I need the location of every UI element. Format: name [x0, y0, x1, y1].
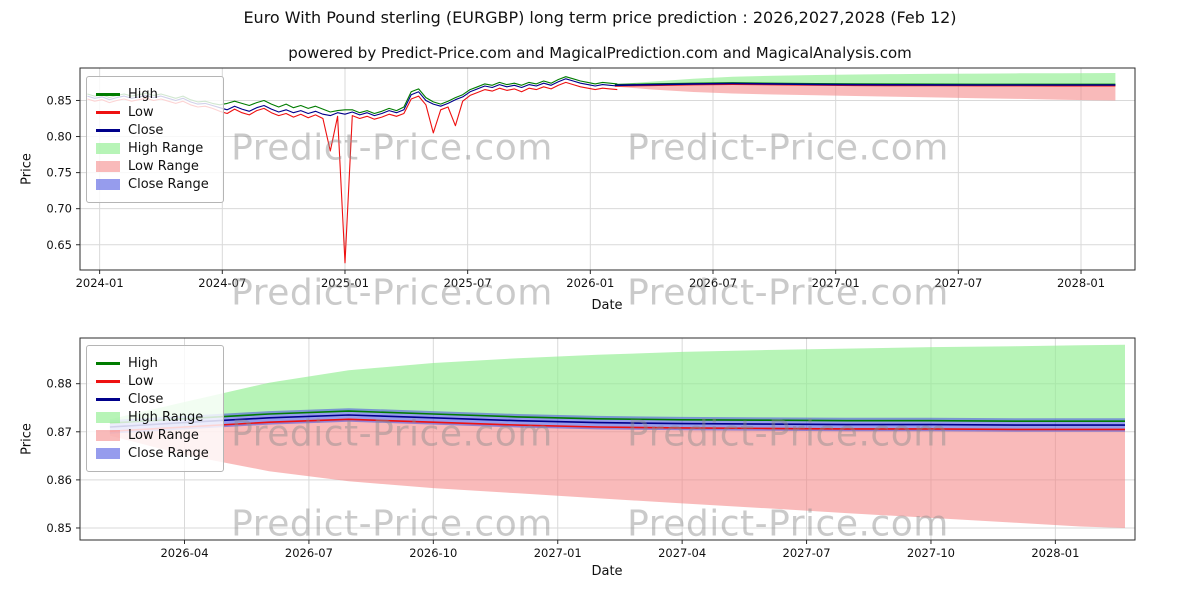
x-tick-label: 2025-07	[444, 276, 492, 290]
y-tick-label: 0.80	[46, 130, 72, 144]
legend-swatch-low	[96, 111, 120, 114]
prediction-high-line	[109, 410, 1125, 424]
legend-label-high: High	[128, 87, 158, 102]
y-tick-label: 0.85	[46, 521, 72, 535]
legend-item-close-range: Close Range	[96, 177, 209, 192]
x-tick-label: 2026-01	[566, 276, 614, 290]
legend-swatch-low-range	[96, 161, 120, 172]
x-tick-label: 2025-01	[321, 276, 369, 290]
legend-label-close-range: Close Range	[128, 446, 209, 461]
legend-item-low-range: Low Range	[96, 159, 209, 174]
legend-label-high-range: High Range	[128, 141, 204, 156]
watermark: Predict-Price.com	[627, 503, 949, 545]
watermark: Predict-Price.com	[627, 413, 949, 455]
legend-label-close: Close	[128, 392, 164, 407]
y-tick-label: 0.70	[46, 202, 72, 216]
legend-swatch-high-range	[96, 412, 120, 423]
legend-item-close-range: Close Range	[96, 446, 209, 461]
x-tick-label: 2027-01	[812, 276, 860, 290]
watermark: Predict-Price.com	[231, 272, 553, 314]
prediction-low-line	[109, 418, 1125, 433]
x-tick-label: 2027-10	[907, 546, 955, 560]
plot-border	[79, 67, 1136, 271]
legend-item-high-range: High Range	[96, 141, 209, 156]
x-tick-label: 2027-07	[783, 546, 831, 560]
y-tick-label: 0.87	[46, 425, 72, 439]
legend-label-high-range: High Range	[128, 410, 204, 425]
figure-subtitle: powered by Predict-Price.com and Magical…	[288, 44, 912, 62]
x-tick-label: 2026-04	[160, 546, 208, 560]
legend-label-low: Low	[128, 374, 154, 389]
x-tick-label: 2026-07	[285, 546, 333, 560]
chart-history-and-forecast: 2024-01 2024-07 2025-01 2025-07 2026-01 2026-…	[46, 67, 1136, 290]
prediction-close-line	[614, 82, 1116, 87]
chart-forecast-detail: 2026-04 2026-07 2026-10 2027-01 2027-04 2027-…	[46, 337, 1136, 560]
close-range-band	[109, 408, 1125, 434]
legend-label-close: Close	[128, 123, 164, 138]
prediction-close-line	[109, 414, 1125, 428]
watermark: Predict-Price.com	[231, 127, 553, 169]
x-axis-label-top: Date	[591, 298, 623, 313]
y-tick-label: 0.88	[46, 377, 72, 391]
y-axis-label-bottom: Price	[19, 423, 35, 455]
legend-label-high: High	[128, 356, 158, 371]
legend-swatch-high	[96, 93, 120, 96]
legend-item-high: High	[96, 356, 209, 371]
legend-swatch-close-range	[96, 179, 120, 190]
watermark: Predict-Price.com	[627, 127, 949, 169]
legend-item-close: Close	[96, 392, 209, 407]
legend-item-high: High	[96, 87, 209, 102]
figure-title: Euro With Pound sterling (EURGBP) long t…	[243, 8, 957, 27]
low-range-band	[109, 419, 1125, 528]
x-tick-label: 2028-01	[1031, 546, 1079, 560]
x-tick-label: 2026-07	[689, 276, 737, 290]
legend-swatch-close-range	[96, 448, 120, 459]
x-tick-label: 2027-07	[934, 276, 982, 290]
x-tick-label: 2027-01	[534, 546, 582, 560]
x-tick-label: 2027-04	[658, 546, 706, 560]
legend-item-low: Low	[96, 374, 209, 389]
high-range-band	[614, 73, 1116, 85]
legend-swatch-close	[96, 398, 120, 401]
x-axis-label-bottom: Date	[591, 564, 623, 579]
legend-item-high-range: High Range	[96, 410, 209, 425]
legend-swatch-high	[96, 362, 120, 365]
y-tick-label: 0.65	[46, 238, 72, 252]
y-tick-label: 0.85	[46, 93, 72, 107]
plot-border	[79, 337, 1136, 541]
watermark: Predict-Price.com	[231, 503, 553, 545]
x-tick-label: 2024-07	[198, 276, 246, 290]
y-tick-label: 0.75	[46, 166, 72, 180]
legend-swatch-low	[96, 380, 120, 383]
low-range-band	[614, 84, 1116, 101]
legend-swatch-close	[96, 129, 120, 132]
watermark: Predict-Price.com	[627, 272, 949, 314]
legend-swatch-low-range	[96, 430, 120, 441]
legend-swatch-high-range	[96, 143, 120, 154]
legend-label-low-range: Low Range	[128, 428, 199, 443]
legend-item-low-range: Low Range	[96, 428, 209, 443]
watermark: Predict-Price.com	[231, 413, 553, 455]
high-range-band	[109, 344, 1125, 424]
legend-item-close: Close	[96, 123, 209, 138]
legend-top: High Low Close High Range Low Range Close Ran…	[86, 76, 224, 203]
legend-label-close-range: Close Range	[128, 177, 209, 192]
legend-label-low: Low	[128, 105, 154, 120]
legend-item-low: Low	[96, 105, 209, 120]
legend-label-low-range: Low Range	[128, 159, 199, 174]
y-axis-label-top: Price	[19, 153, 35, 185]
legend-bottom: High Low Close High Range Low Range Close Ran…	[86, 345, 224, 472]
x-tick-label: 2024-01	[76, 276, 124, 290]
x-tick-label: 2028-01	[1057, 276, 1105, 290]
y-tick-label: 0.86	[46, 473, 72, 487]
x-tick-label: 2026-10	[409, 546, 457, 560]
